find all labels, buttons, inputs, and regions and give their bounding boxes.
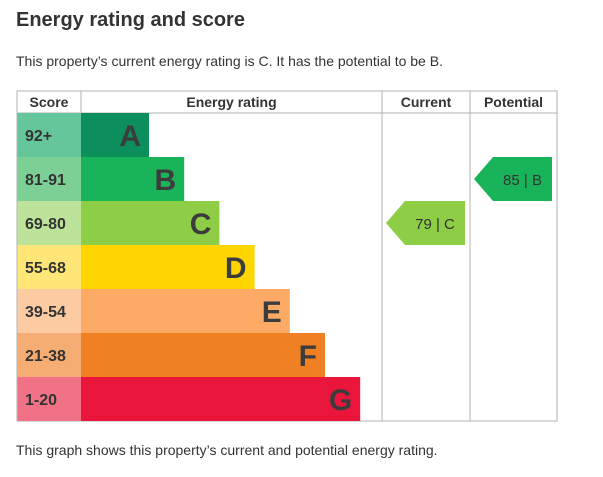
rating-summary: This property’s current energy rating is… [16, 53, 443, 69]
score-label-e: 39-54 [25, 304, 66, 321]
band-bar-d [81, 245, 255, 289]
header-score: Score [30, 94, 69, 110]
band-bar-e [81, 289, 290, 333]
band-bar-b [81, 157, 185, 201]
page-title: Energy rating and score [16, 9, 245, 31]
score-cell-b [17, 157, 81, 201]
score-label-c: 69-80 [25, 216, 66, 233]
header-potential: Potential [484, 94, 543, 110]
score-label-a: 92+ [25, 128, 52, 145]
score-cell-f [17, 333, 81, 377]
score-label-f: 21-38 [25, 348, 66, 365]
band-bar-f [81, 333, 325, 377]
score-label-d: 55-68 [25, 260, 66, 277]
score-cell-c [17, 201, 81, 245]
score-cell-e [17, 289, 81, 333]
score-cell-g [17, 377, 81, 421]
score-cell-d [17, 245, 81, 289]
band-letter-a: A [119, 120, 141, 153]
band-bar-c [81, 201, 220, 245]
band-letter-c: C [190, 208, 212, 241]
band-letter-f: F [299, 340, 317, 373]
potential-rating-label: 85 | B [503, 172, 542, 189]
band-bar-a [81, 113, 149, 157]
header-current: Current [401, 94, 452, 110]
band-letter-d: D [225, 252, 247, 285]
band-bar-g [81, 377, 361, 421]
chart-caption: This graph shows this property’s current… [16, 442, 438, 458]
band-letter-e: E [262, 296, 282, 329]
header-energy-rating: Energy rating [186, 94, 276, 110]
band-letter-g: G [329, 384, 352, 417]
score-label-g: 1-20 [25, 392, 57, 409]
score-label-b: 81-91 [25, 172, 66, 189]
current-rating-label: 79 | C [415, 216, 455, 233]
band-letter-b: B [155, 164, 177, 197]
score-cell-a [17, 113, 81, 157]
potential-rating-arrow [474, 157, 552, 201]
current-rating-arrow [386, 201, 465, 245]
